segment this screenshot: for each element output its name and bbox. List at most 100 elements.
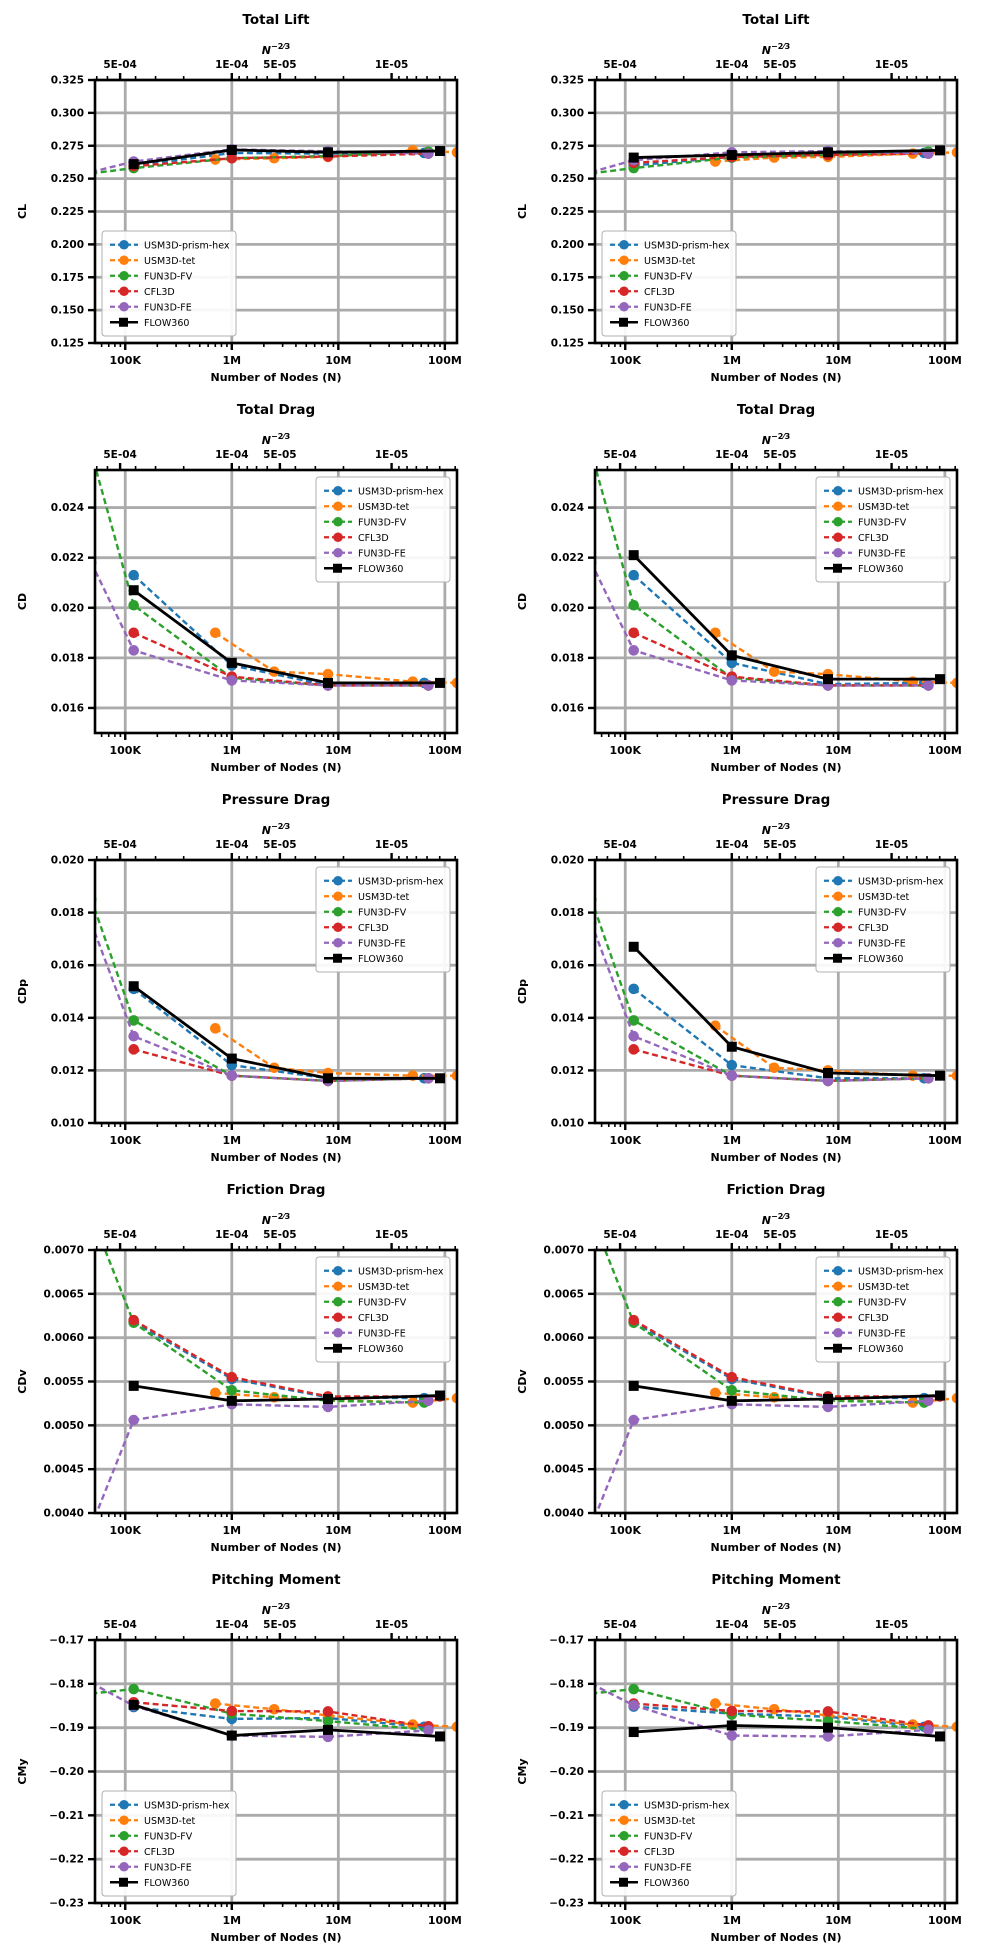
chart-cell-total-drag-left: Total Drag N−2⁄3 5E-04 1E-04 5E-05 1E-05 100K 1… (0, 390, 500, 780)
marker-flow360 (823, 1394, 834, 1405)
marker-cfl3d (128, 627, 139, 639)
y-axis-label: CMy (16, 1758, 29, 1784)
legend-frame (315, 476, 451, 583)
legend-marker-fun3d-fv (119, 270, 129, 281)
x-tick-label: 100K (110, 354, 142, 367)
marker-flow360 (323, 1073, 334, 1084)
x-tick-label: 10M (825, 744, 851, 757)
x-axis-label: Number of Nodes (N) (711, 371, 842, 384)
marker-fun3d-fe (226, 675, 238, 686)
axis-ticks (588, 1633, 956, 1910)
marker-flow360 (128, 585, 139, 596)
marker-flow360 (934, 145, 945, 156)
plot-border (593, 468, 959, 735)
legend-label-usm3d-tet: USM3D-tet (858, 502, 910, 513)
marker-usm3d-tet (209, 1023, 221, 1034)
x-tick-label: 100K (110, 744, 142, 757)
series-cfl3d-line (133, 1701, 429, 1728)
marker-fun3d-fv (128, 599, 139, 611)
marker-fun3d-fe (822, 1731, 834, 1742)
series-usm3d-prism-hex-line (632, 987, 925, 1080)
marker-flow360 (323, 1394, 334, 1405)
legend-label-cfl3d: CFL3D (144, 287, 175, 298)
chart-title: Total Lift (742, 12, 810, 28)
top-tick-label: 5E-04 (603, 1229, 636, 1241)
marker-usm3d-tet (768, 666, 780, 677)
series-layer (595, 895, 957, 1087)
y-tick-label: −0.22 (549, 1854, 584, 1866)
y-tick-label: 0.0070 (543, 1245, 584, 1257)
legend-label-fun3d-fe: FUN3D-FE (858, 548, 906, 559)
top-tick-label: 5E-05 (763, 1619, 796, 1631)
legend-label-fun3d-fv: FUN3D-FV (358, 517, 407, 528)
legend-marker-usm3d-prism-hex (119, 239, 129, 250)
x-axis-label: Number of Nodes (N) (211, 1541, 342, 1554)
top-axis-label: N−2⁄3 (262, 822, 290, 837)
marker-cfl3d (628, 627, 639, 639)
marker-usm3d-tet (209, 627, 221, 639)
series-flow360-line (133, 1703, 441, 1738)
marker-fun3d-fe (628, 645, 639, 656)
legend-marker-fun3d-fe (333, 1327, 343, 1338)
marker-usm3d-tet (451, 1721, 457, 1733)
marker-flow360 (823, 674, 834, 685)
x-tick-label: 10M (325, 1914, 351, 1927)
y-axis-label: CDp (16, 979, 29, 1004)
plot-border (93, 468, 459, 735)
x-tick-label: 1M (222, 1914, 241, 1927)
legend-marker-flow360 (833, 563, 842, 573)
y-tick-label: 0.016 (551, 702, 584, 714)
marker-flow360 (934, 674, 945, 685)
marker-flow360 (434, 677, 445, 688)
marker-fun3d-fe (226, 1070, 238, 1081)
legend-label-fun3d-fv: FUN3D-FV (358, 907, 407, 918)
chart-title: Total Drag (737, 402, 815, 418)
marker-cfl3d (726, 1705, 738, 1717)
legend-marker-usm3d-tet (119, 255, 129, 266)
series-fun3d-fv-line (603, 1250, 925, 1404)
marker-flow360 (323, 147, 334, 158)
legend-marker-usm3d-prism-hex (833, 485, 843, 496)
legend-label-usm3d-prism-hex: USM3D-prism-hex (858, 876, 944, 887)
legend-label-usm3d-prism-hex: USM3D-prism-hex (144, 1800, 230, 1811)
marker-fun3d-fe (628, 1030, 639, 1042)
legend-marker-usm3d-prism-hex (119, 1799, 129, 1810)
legend-marker-fun3d-fe (119, 1861, 129, 1872)
legend-frame (601, 230, 737, 337)
chart-title: Pitching Moment (711, 1572, 841, 1588)
chart-cell-pitching-moment-right: Pitching Moment N−2⁄3 5E-04 1E-04 5E-05 1E-05… (500, 1560, 1000, 1950)
marker-fun3d-fv (628, 1015, 639, 1026)
top-tick-label: 5E-04 (103, 839, 136, 851)
legend-label-fun3d-fe: FUN3D-FE (358, 1328, 406, 1339)
x-axis-label: Number of Nodes (N) (211, 761, 342, 774)
series-flow360-line (632, 945, 941, 1078)
y-tick-label: 0.0065 (43, 1288, 84, 1300)
marker-flow360 (726, 650, 737, 661)
y-tick-label: 0.016 (551, 960, 584, 972)
marker-flow360 (434, 1073, 445, 1084)
marker-flow360 (628, 152, 639, 163)
top-tick-label: 1E-04 (215, 449, 248, 461)
marker-flow360 (434, 1390, 445, 1401)
top-axis-label: N−2⁄3 (762, 42, 790, 57)
legend-marker-fun3d-fe (619, 1861, 629, 1872)
marker-usm3d-prism-hex (628, 569, 639, 581)
marker-fun3d-fv (322, 1715, 334, 1727)
x-tick-label: 1M (222, 354, 241, 367)
y-tick-label: 0.0070 (43, 1245, 84, 1257)
legend: USM3D-prism-hex USM3D-tet FUN3D-FV CFL3D FUN… (601, 1790, 737, 1897)
y-axis-label: CL (516, 204, 529, 219)
marker-cfl3d (226, 1705, 238, 1717)
chart-cell-pressure-drag-right: Pressure Drag N−2⁄3 5E-04 1E-04 5E-05 1E-05 10… (500, 780, 1000, 1170)
y-tick-label: 0.250 (51, 173, 84, 185)
top-tick-label: 1E-05 (875, 1229, 908, 1241)
x-tick-label: 1M (722, 354, 741, 367)
legend-marker-cfl3d (833, 922, 843, 933)
y-tick-label: 0.200 (551, 239, 584, 251)
legend-label-fun3d-fv: FUN3D-FV (144, 271, 193, 282)
x-tick-label: 10M (325, 1134, 351, 1147)
chart-cell-friction-drag-left: Friction Drag N−2⁄3 5E-04 1E-04 5E-05 1E-05 10… (0, 1170, 500, 1560)
legend-frame (601, 1790, 737, 1897)
y-tick-label: 0.200 (51, 239, 84, 251)
legend-marker-cfl3d (833, 532, 843, 543)
